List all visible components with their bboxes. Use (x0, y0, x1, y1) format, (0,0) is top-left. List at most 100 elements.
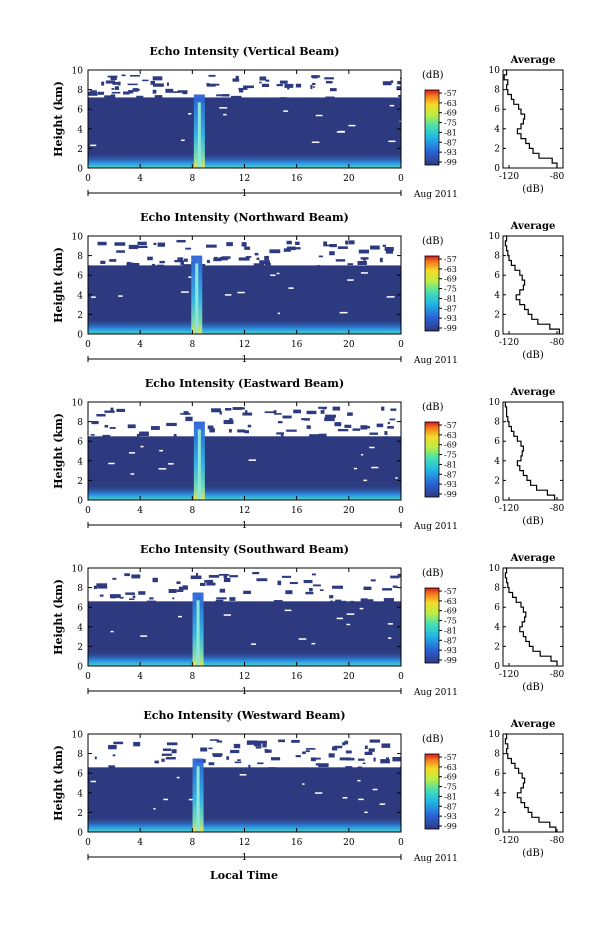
upper-echo (124, 573, 130, 577)
upper-echo (136, 433, 140, 438)
echo-gap (219, 107, 228, 109)
upper-echo (207, 425, 214, 430)
upper-echo (101, 81, 105, 86)
x-tick-label: 0 (85, 174, 91, 184)
y-axis-label: Height (km) (52, 413, 65, 489)
average-y-tick-label: 10 (489, 232, 501, 242)
upper-echo (324, 77, 334, 80)
panel-title: Echo Intensity (Southward Beam) (140, 543, 349, 556)
upper-echo (157, 264, 165, 268)
upper-echo (111, 88, 115, 90)
upper-echo (185, 247, 192, 250)
upper-echo (242, 412, 253, 416)
upper-echo (180, 413, 191, 415)
colorbar-tick-label: -69 (444, 773, 457, 782)
upper-echo (237, 429, 246, 433)
average-x-label: (dB) (522, 516, 544, 527)
upper-echo (132, 595, 136, 598)
average-title: Average (510, 387, 556, 398)
echo-gap (283, 110, 289, 112)
upper-echo (253, 263, 264, 266)
upper-echo (238, 87, 248, 90)
upper-echo (139, 431, 149, 437)
upper-echo (247, 424, 252, 428)
echo-gap (118, 295, 123, 297)
upper-echo (154, 95, 163, 98)
colorbar (424, 255, 440, 332)
upper-echo (319, 589, 324, 591)
upper-echo (332, 585, 343, 589)
upper-echo (305, 591, 314, 595)
upper-echo (208, 74, 216, 77)
average-x-tick-label: -80 (550, 338, 565, 348)
upper-echo (373, 757, 376, 762)
upper-echo (94, 756, 97, 760)
upper-echo (306, 748, 316, 750)
upper-echo (218, 257, 229, 261)
upper-echo (330, 600, 334, 604)
upper-echo (323, 241, 328, 246)
upper-echo (93, 585, 98, 589)
upper-echo (360, 257, 369, 260)
upper-echo (232, 407, 243, 410)
upper-echo (286, 240, 292, 245)
average-y-tick-label: 6 (494, 437, 500, 447)
upper-echo (129, 74, 140, 77)
echo-gap (90, 780, 96, 783)
average-y-tick-label: 10 (489, 730, 501, 740)
upper-echo (204, 580, 208, 583)
upper-echo (232, 78, 240, 82)
x-tick-label: 20 (343, 838, 355, 848)
upper-echo (318, 763, 329, 768)
upper-echo (384, 431, 388, 435)
upper-echo (129, 598, 135, 600)
upper-echo (328, 753, 335, 758)
upper-echo (243, 590, 251, 595)
heatmap (88, 571, 401, 666)
echo-gap (346, 623, 351, 626)
y-tick-label: 2 (77, 145, 83, 155)
upper-echo (285, 590, 293, 595)
upper-echo (309, 587, 313, 592)
storm-core (196, 766, 200, 832)
upper-echo (315, 763, 321, 766)
upper-echo (244, 410, 248, 415)
upper-echo (289, 581, 298, 585)
echo-gap (371, 466, 379, 469)
upper-echo (369, 739, 381, 743)
echo-gap (395, 477, 398, 479)
average-y-tick-label: 0 (494, 662, 500, 672)
x-tick-label: 4 (137, 506, 143, 516)
upper-echo (149, 597, 154, 600)
upper-echo (329, 595, 334, 599)
upper-echo (352, 428, 361, 431)
echo-gap (388, 140, 396, 143)
echo-gap (315, 114, 323, 117)
colorbar-unit: (dB) (422, 734, 444, 745)
upper-echo (303, 579, 313, 584)
upper-echo (127, 424, 136, 429)
y-axis-label: Height (km) (52, 81, 65, 157)
colorbar-tick-label: -63 (444, 597, 457, 606)
average-y-tick-label: 0 (494, 164, 500, 174)
upper-echo (157, 242, 166, 247)
upper-echo (278, 739, 286, 743)
average-title: Average (510, 553, 556, 564)
colorbar-tick-label: -75 (444, 617, 457, 626)
upper-echo (344, 424, 352, 428)
average-profile-line (504, 402, 556, 500)
day-label: 1 (242, 853, 248, 863)
upper-echo (255, 746, 262, 749)
y-tick-label: 6 (77, 438, 83, 448)
upper-echo (339, 757, 351, 761)
upper-echo (206, 244, 217, 248)
average-y-tick-label: 0 (494, 496, 500, 506)
y-tick-label: 4 (77, 291, 83, 301)
average-frame (502, 69, 564, 169)
upper-echo (364, 745, 368, 750)
y-tick-label: 4 (77, 125, 83, 135)
upper-echo (269, 249, 281, 254)
echo-gap (178, 615, 182, 618)
